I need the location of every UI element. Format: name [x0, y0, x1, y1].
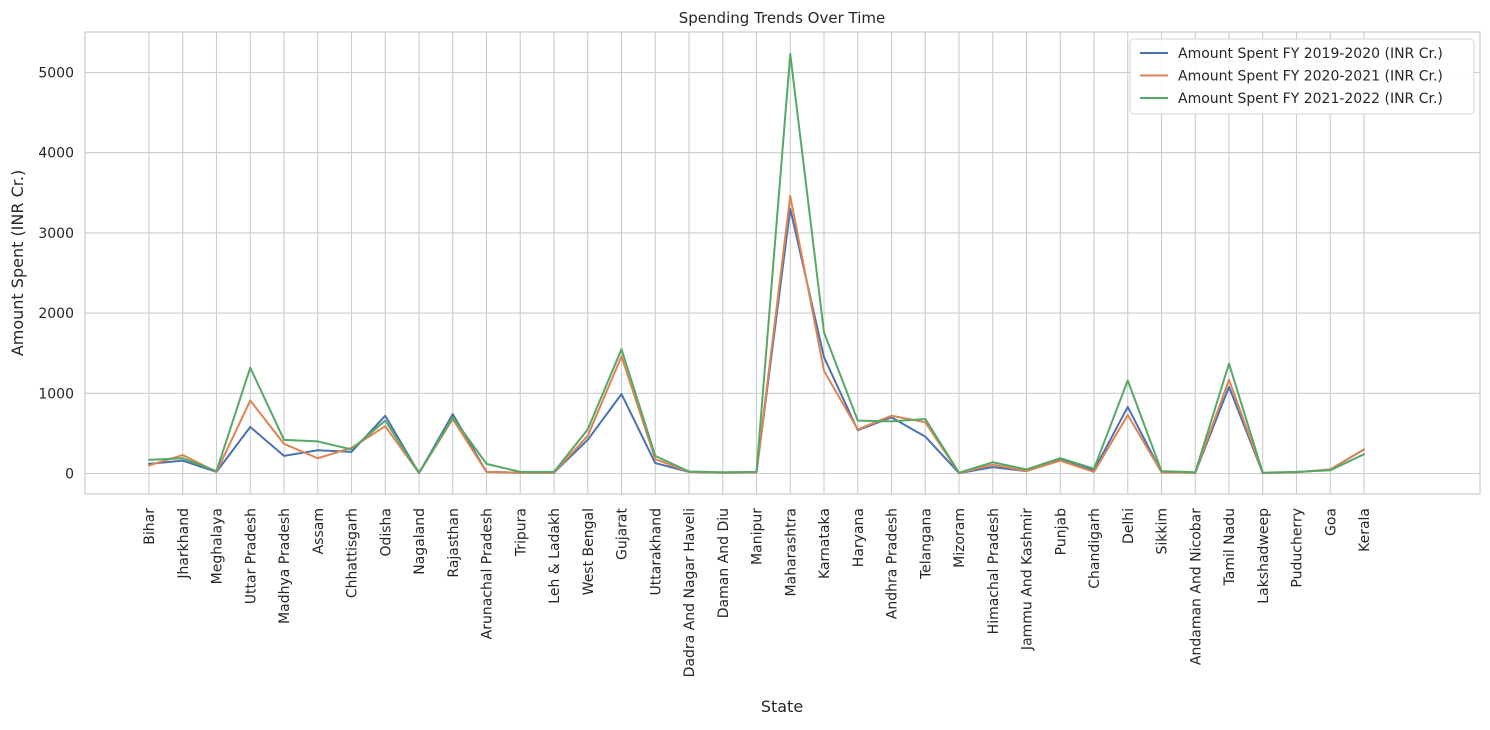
- y-axis-ticks: 0 1000 2000 3000 4000 5000: [38, 66, 74, 483]
- legend-label: Amount Spent FY 2021-2022 (INR Cr.): [1178, 91, 1443, 107]
- x-tick-label: Assam: [311, 508, 327, 554]
- x-tick-label: Punjab: [1053, 508, 1069, 555]
- x-tick-label: Uttar Pradesh: [243, 508, 259, 604]
- x-tick-label: Chhattisgarh: [345, 508, 361, 598]
- x-axis-ticks: Bihar Jharkhand Meghalaya Uttar Pradesh Madh…: [142, 507, 1373, 677]
- chart-title: Spending Trends Over Time: [679, 9, 885, 27]
- x-tick-label: Rajasthan: [446, 508, 462, 578]
- x-tick-label: Chandigarh: [1087, 508, 1103, 589]
- legend-label: Amount Spent FY 2020-2021 (INR Cr.): [1178, 69, 1443, 85]
- x-tick-label: Uttarakhand: [648, 508, 664, 595]
- x-tick-label: Maharashtra: [783, 508, 799, 596]
- y-tick-label: 3000: [38, 226, 74, 242]
- x-axis-label: State: [761, 697, 803, 716]
- x-tick-label: Delhi: [1121, 508, 1137, 544]
- x-tick-label: Dadra And Nagar Haveli: [682, 508, 698, 677]
- x-tick-label: Lakshadweep: [1256, 508, 1272, 604]
- x-tick-label: Bihar: [142, 508, 158, 545]
- x-tick-label: Tamil Nadu: [1222, 508, 1238, 587]
- x-tick-label: Jharkhand: [176, 508, 192, 580]
- grid: [85, 32, 1480, 494]
- x-tick-label: Sikkim: [1155, 508, 1171, 555]
- x-tick-label: Andaman And Nicobar: [1188, 508, 1204, 665]
- x-tick-label: Arunachal Pradesh: [480, 508, 496, 639]
- y-tick-label: 0: [65, 467, 74, 483]
- x-tick-label: Nagaland: [412, 508, 428, 575]
- series-lines: [148, 53, 1365, 475]
- x-tick-label: Gujarat: [615, 507, 631, 560]
- y-tick-label: 4000: [38, 146, 74, 162]
- legend: Amount Spent FY 2019-2020 (INR Cr.) Amoun…: [1129, 38, 1475, 115]
- x-tick-label: Odisha: [378, 508, 394, 557]
- x-tick-label: Puducherry: [1290, 508, 1306, 588]
- legend-box: [1129, 38, 1475, 115]
- x-tick-label: Manipur: [750, 508, 766, 565]
- x-tick-label: West Bengal: [581, 508, 597, 595]
- y-axis-label: Amount Spent (INR Cr.): [8, 170, 27, 356]
- x-tick-label: Madhya Pradesh: [277, 508, 293, 624]
- x-tick-label: Karnataka: [817, 508, 833, 579]
- x-tick-label: Himachal Pradesh: [986, 508, 1002, 634]
- x-tick-label: Jammu And Kashmir: [1020, 508, 1036, 651]
- x-tick-label: Mizoram: [952, 508, 968, 568]
- x-tick-label: Leh & Ladakh: [547, 508, 563, 604]
- x-tick-label: Andhra Pradesh: [885, 508, 901, 619]
- series-line-3: [148, 53, 1365, 474]
- x-tick-label: Telangana: [918, 508, 934, 580]
- x-tick-label: Kerala: [1357, 508, 1373, 552]
- x-tick-label: Tripura: [513, 508, 529, 557]
- y-tick-label: 1000: [38, 386, 74, 402]
- legend-label: Amount Spent FY 2019-2020 (INR Cr.): [1178, 46, 1443, 62]
- x-tick-label: Haryana: [851, 508, 867, 567]
- x-tick-label: Daman And Diu: [716, 508, 732, 618]
- y-tick-label: 5000: [38, 66, 74, 82]
- x-tick-label: Meghalaya: [210, 508, 226, 584]
- x-tick-label: Goa: [1323, 508, 1339, 536]
- y-tick-label: 2000: [38, 306, 74, 322]
